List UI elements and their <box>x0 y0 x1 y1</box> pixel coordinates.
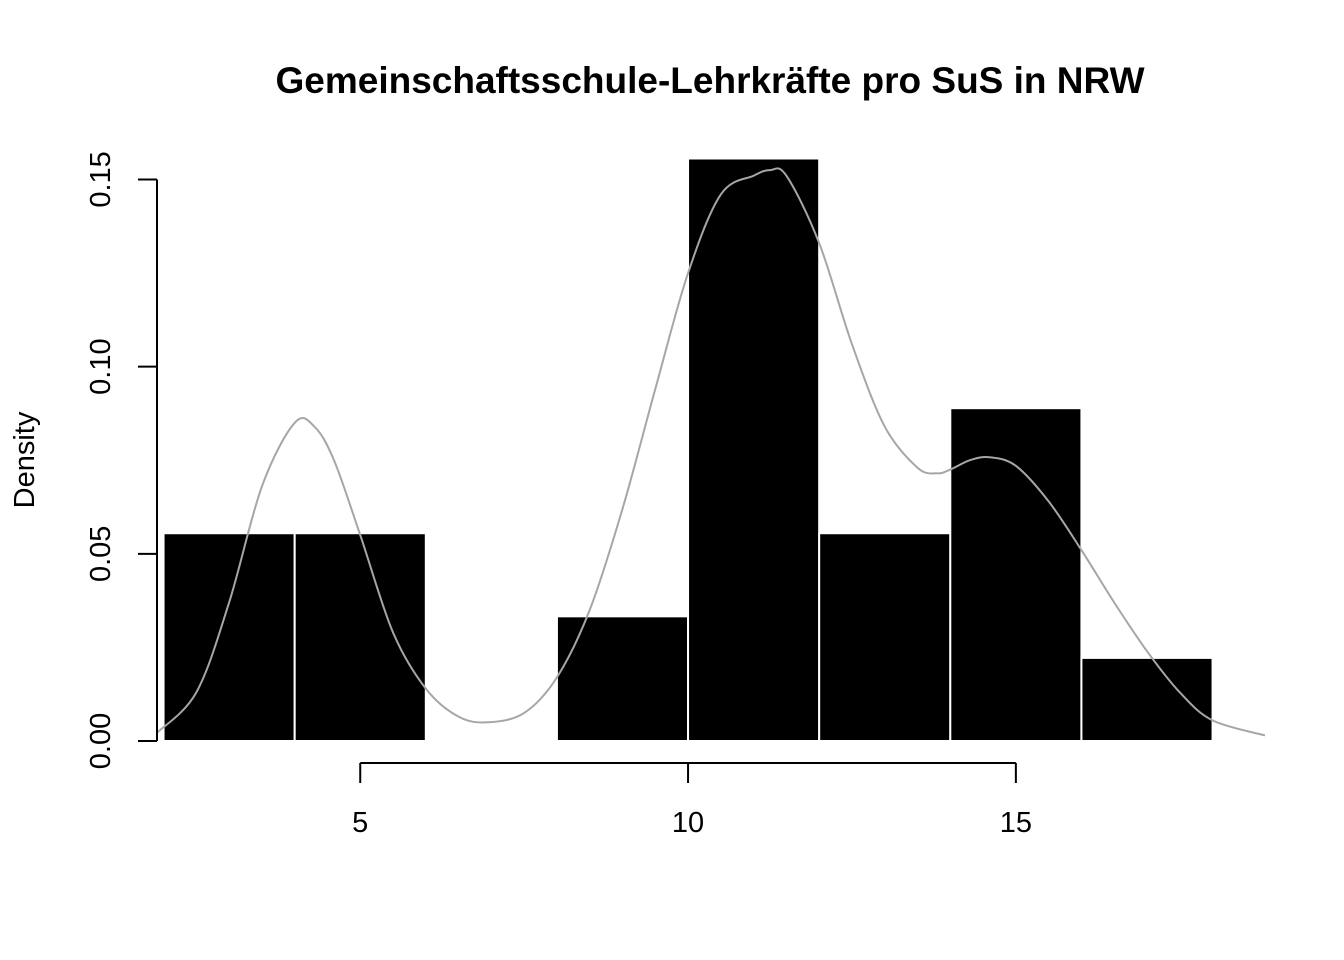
x-tick-label: 15 <box>1000 807 1032 839</box>
histogram-bars <box>162 157 1214 743</box>
y-axis: 0.00 0.05 0.10 0.15 <box>85 151 158 769</box>
y-tick-label: 0.10 <box>85 338 117 394</box>
y-tick-label: 0.05 <box>85 526 117 582</box>
histogram-bar <box>687 157 821 742</box>
chart-title: Gemeinschaftsschule-Lehrkräfte pro SuS i… <box>275 60 1144 101</box>
histogram-bar <box>1080 656 1214 743</box>
histogram-bar <box>949 407 1083 742</box>
y-axis-label: Density <box>9 411 41 508</box>
x-tick-label: 5 <box>352 807 368 839</box>
density-curve <box>156 167 1266 737</box>
x-axis: 5 10 15 <box>352 762 1032 839</box>
y-tick-label: 0.15 <box>85 151 117 207</box>
x-tick-label: 10 <box>672 807 704 839</box>
y-tick-label: 0.00 <box>85 713 117 769</box>
histogram-bar <box>293 532 427 742</box>
histogram-bar <box>818 532 952 742</box>
histogram-bar <box>555 615 690 742</box>
